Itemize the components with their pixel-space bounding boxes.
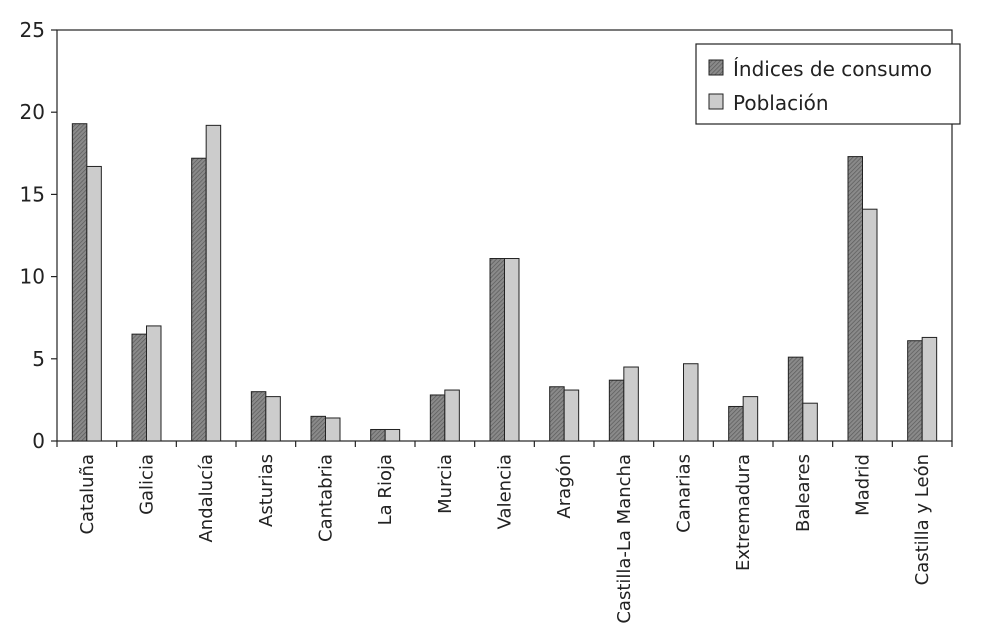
bar-consumo <box>907 340 923 442</box>
bar-consumo <box>549 386 565 442</box>
bar-poblacion <box>384 428 401 442</box>
y-tick-label: 5 <box>32 347 45 371</box>
bar-poblacion <box>86 165 102 442</box>
bar-consumo <box>787 356 804 442</box>
bar-consumo <box>847 156 863 442</box>
category-label: Cataluña <box>77 454 98 535</box>
bar-poblacion <box>444 389 460 442</box>
category-label: Madrid <box>853 454 874 516</box>
y-tick-label: 25 <box>20 18 45 42</box>
category-label: Canarias <box>674 454 695 533</box>
category-label: Baleares <box>793 454 814 532</box>
bar-poblacion <box>921 336 938 442</box>
bar-consumo <box>489 258 505 442</box>
category-label: La Rioja <box>375 454 396 525</box>
bar-poblacion <box>742 396 759 442</box>
bars-group <box>71 123 938 442</box>
bar-consumo <box>191 157 207 442</box>
bar-poblacion <box>504 258 520 442</box>
legend-label-consumo: Índices de consumo <box>733 57 932 81</box>
bar-consumo <box>250 391 267 442</box>
bar-poblacion <box>563 389 580 442</box>
bar-poblacion <box>683 363 699 442</box>
bar-poblacion <box>325 417 341 442</box>
bar-poblacion <box>623 366 639 442</box>
category-label: Castilla y León <box>912 454 933 585</box>
bar-poblacion <box>146 325 162 442</box>
legend-label-poblacion: Población <box>733 91 829 115</box>
category-label: Cantabria <box>316 454 337 542</box>
bar-consumo <box>71 123 88 442</box>
bar-poblacion <box>205 124 222 442</box>
legend-swatch-consumo <box>708 59 724 76</box>
category-label: Murcia <box>435 454 456 514</box>
y-tick-label: 15 <box>20 182 45 206</box>
category-label: Castilla-La Mancha <box>614 454 635 624</box>
category-label: Asturias <box>256 454 277 527</box>
legend-swatch-poblacion <box>708 93 724 110</box>
category-label: Aragón <box>554 454 575 519</box>
bar-poblacion <box>802 402 818 442</box>
category-label: Valencia <box>495 454 516 529</box>
bar-consumo <box>608 379 625 442</box>
category-label: Extremadura <box>733 454 754 571</box>
category-label: Galicia <box>137 454 158 515</box>
y-axis: 0 5 10 15 20 25 <box>20 18 57 453</box>
x-axis: Cataluña Galicia Andalucía Asturias Cantabri… <box>56 441 953 624</box>
legend-box <box>695 43 961 125</box>
bar-consumo <box>131 333 147 442</box>
bar-poblacion <box>862 208 878 442</box>
y-tick-label: 20 <box>20 100 45 124</box>
bar-consumo <box>310 415 326 442</box>
bar-consumo <box>370 428 386 442</box>
y-tick-label: 10 <box>20 265 45 289</box>
bar-consumo <box>728 405 744 442</box>
legend: Índices de consumo Población <box>695 43 961 125</box>
y-tick-label: 0 <box>32 429 45 453</box>
bar-consumo <box>429 394 446 442</box>
category-label: Andalucía <box>196 454 217 543</box>
bar-poblacion <box>265 396 281 442</box>
